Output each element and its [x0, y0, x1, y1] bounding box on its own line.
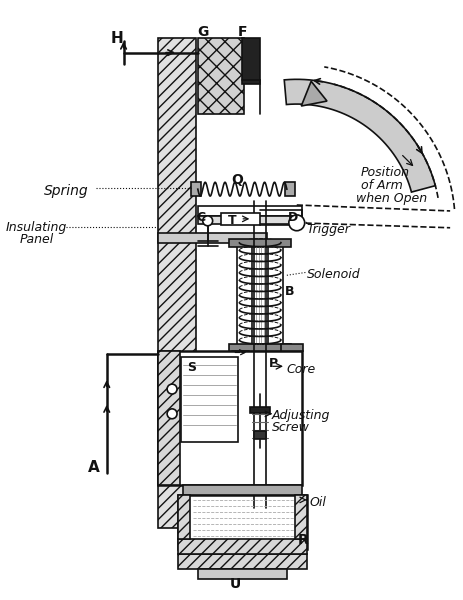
- Circle shape: [203, 216, 213, 226]
- Bar: [238, 242, 283, 347]
- Bar: [198, 206, 302, 216]
- Bar: [191, 182, 201, 196]
- Bar: [158, 352, 180, 485]
- Bar: [158, 233, 267, 242]
- Text: H: H: [110, 31, 123, 46]
- Bar: [220, 213, 260, 225]
- Bar: [198, 38, 244, 114]
- Polygon shape: [301, 81, 327, 106]
- Bar: [285, 182, 295, 196]
- Bar: [178, 495, 307, 550]
- Text: A: A: [88, 460, 100, 475]
- Bar: [198, 569, 287, 579]
- Text: Core: Core: [287, 364, 316, 376]
- Bar: [178, 539, 307, 554]
- Text: D: D: [288, 211, 298, 224]
- Text: U: U: [230, 577, 241, 591]
- Text: Position: Position: [361, 166, 410, 179]
- Text: Screw: Screw: [272, 421, 310, 434]
- Bar: [254, 431, 266, 439]
- Text: Q: Q: [232, 173, 244, 187]
- Text: Oil: Oil: [310, 496, 326, 509]
- Text: P: P: [269, 358, 278, 370]
- Text: Adjusting: Adjusting: [272, 409, 331, 422]
- Text: R: R: [298, 533, 308, 547]
- Bar: [181, 358, 238, 442]
- Bar: [158, 38, 196, 527]
- Text: Insulating: Insulating: [6, 221, 67, 234]
- Bar: [178, 554, 307, 569]
- Text: T: T: [227, 214, 236, 227]
- Text: Trigger: Trigger: [307, 223, 350, 236]
- Bar: [242, 38, 260, 84]
- Polygon shape: [284, 79, 435, 192]
- Text: when Open: when Open: [356, 192, 427, 205]
- Bar: [295, 495, 307, 539]
- Bar: [230, 344, 291, 352]
- Bar: [281, 344, 303, 352]
- Circle shape: [167, 409, 177, 419]
- Text: of Arm: of Arm: [361, 179, 403, 192]
- Text: S: S: [187, 361, 196, 374]
- Text: F: F: [238, 25, 247, 39]
- Bar: [178, 495, 190, 539]
- Bar: [250, 407, 270, 413]
- Text: G: G: [197, 25, 208, 39]
- Text: Panel: Panel: [19, 233, 54, 246]
- Text: Spring: Spring: [44, 184, 88, 198]
- Bar: [158, 352, 302, 485]
- Bar: [183, 485, 302, 495]
- Text: Solenoid: Solenoid: [307, 268, 360, 281]
- Text: C: C: [196, 211, 205, 224]
- Bar: [198, 216, 302, 224]
- Text: B: B: [285, 285, 294, 298]
- Circle shape: [167, 384, 177, 394]
- Circle shape: [289, 215, 305, 231]
- Bar: [230, 239, 291, 247]
